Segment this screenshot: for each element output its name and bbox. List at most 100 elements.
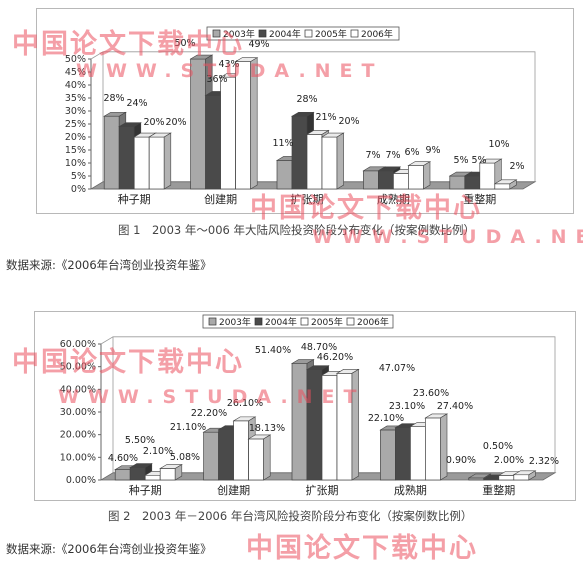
bar-2003年-重整期	[468, 477, 485, 481]
data-label: 5.08%	[170, 452, 200, 463]
y-tick-label: 10.00%	[60, 452, 96, 463]
axis-depth-line	[90, 51, 104, 60]
x-category-label: 创建期	[204, 192, 237, 206]
bar-side-face	[336, 132, 344, 190]
bar-side-face	[174, 463, 183, 481]
data-label: 6%	[404, 147, 419, 158]
data-label: 47.07%	[379, 363, 415, 374]
data-label: 48.70%	[301, 342, 337, 353]
y-tick-label: 20.00%	[60, 430, 96, 441]
legend-swatch	[258, 29, 267, 38]
bar-side-face	[423, 161, 431, 190]
x-category-label: 种子期	[129, 483, 162, 497]
bar-2006年-重整期	[494, 183, 511, 190]
figure-1-source: 数据来源:《2006年台湾创业投资年鉴》	[6, 258, 212, 272]
bar-2003年-成熟期	[363, 170, 379, 190]
bar-2004年-成熟期	[378, 170, 394, 190]
x-category-label: 成熟期	[394, 483, 427, 497]
bar-2005年-扩张期	[321, 374, 338, 481]
bar-side-face	[351, 368, 359, 481]
data-label: 46.20%	[317, 352, 353, 363]
bar-2005年-创建期	[220, 76, 236, 190]
y-tick-label: 60.00%	[60, 339, 96, 350]
bar-2006年-扩张期	[336, 372, 353, 481]
data-label: 11%	[272, 138, 293, 149]
data-label: 51.40%	[255, 345, 291, 356]
bar-2005年-成熟期	[410, 426, 426, 481]
x-category-label: 创建期	[217, 483, 250, 497]
data-label: 18.13%	[249, 423, 285, 434]
data-label: 22.10%	[368, 413, 404, 424]
bar-side-face	[528, 470, 536, 481]
legend-swatch	[304, 29, 313, 38]
data-label: 7%	[385, 150, 400, 161]
data-label: 23.10%	[389, 401, 425, 412]
figure-2-caption: 图 2 2003 年－2006 年台湾风险投资阶段分布变化（按案例数比例）	[108, 509, 473, 523]
bar-side-face	[163, 132, 172, 190]
bar-2006年-重整期	[513, 474, 530, 481]
bar-2004年-成熟期	[395, 427, 411, 481]
data-label: 2.00%	[494, 455, 524, 466]
bar-2006年-种子期	[159, 468, 176, 481]
data-label: 43%	[218, 59, 239, 70]
y-tick-label: 25%	[65, 119, 86, 130]
data-label: 5%	[471, 155, 486, 166]
bar-2003年-扩张期	[291, 363, 308, 481]
bar-2006年-成熟期	[425, 417, 441, 481]
bar-2004年-创建期	[205, 95, 221, 190]
data-label: 20%	[338, 116, 359, 127]
bar-2004年-创建期	[218, 429, 234, 481]
legend-label: 2006年	[361, 28, 393, 40]
bar-side-face	[250, 57, 258, 190]
legend-label: 2006年	[357, 316, 389, 328]
legend-swatch	[300, 317, 309, 326]
data-label: 4.60%	[108, 453, 138, 464]
data-label: 24%	[126, 98, 147, 109]
data-label: 28%	[103, 93, 124, 104]
bar-2006年-成熟期	[408, 165, 424, 190]
data-label: 2%	[509, 161, 524, 172]
data-label: 5.50%	[125, 435, 155, 446]
bar-2004年-扩张期	[306, 369, 323, 481]
data-label: 10%	[488, 139, 509, 150]
legend-label: 2005年	[315, 28, 347, 40]
bar-2005年-种子期	[133, 136, 150, 190]
legend-label: 2005年	[311, 316, 343, 328]
x-category-label: 扩张期	[306, 483, 339, 497]
bar-2005年-成熟期	[393, 173, 409, 190]
legend-swatch	[254, 317, 263, 326]
y-tick-label: 40.00%	[60, 384, 96, 395]
bar-2004年-种子期	[118, 126, 135, 190]
data-label: 21.10%	[170, 422, 206, 433]
y-tick-label: 20%	[65, 132, 86, 143]
x-category-label: 种子期	[118, 192, 151, 206]
bar-chart-1: 0%5%10%15%20%25%30%35%40%45%50%种子期 创建期 扩张期…	[65, 26, 537, 206]
data-label: 2.32%	[529, 456, 559, 467]
data-label: 20%	[143, 117, 164, 128]
bar-2003年-种子期	[103, 115, 120, 190]
bar-2005年-重整期	[479, 162, 496, 190]
legend-label: 2004年	[265, 316, 297, 328]
bar-2003年-成熟期	[380, 429, 396, 481]
bar-side-face	[509, 179, 517, 190]
bar-side-face	[263, 434, 271, 481]
watermark-cn: 中国论文下载中心	[246, 533, 478, 564]
figure-1-caption: 图 1 2003 年～006 年大陆风险投资阶段分布变化（按案例数比例）	[118, 223, 475, 237]
legend-swatch	[346, 317, 355, 326]
data-label: 50%	[174, 38, 195, 49]
legend-label: 2004年	[269, 28, 301, 40]
bar-2005年-创建期	[233, 420, 249, 481]
data-label: 49%	[248, 39, 269, 50]
legend-label: 2003年	[219, 316, 251, 328]
bar-2006年-种子期	[148, 136, 165, 190]
axis-depth-line	[100, 336, 114, 345]
legend-swatch	[208, 317, 217, 326]
bar-2003年-创建期	[203, 431, 219, 481]
legend-label: 2003年	[223, 28, 255, 40]
y-tick-label: 30.00%	[60, 407, 96, 418]
y-tick-label: 5%	[71, 171, 86, 182]
data-label: 21%	[315, 112, 336, 123]
y-tick-label: 35%	[65, 93, 86, 104]
bar-2006年-创建期	[235, 61, 251, 190]
data-label: 23.60%	[413, 388, 449, 399]
